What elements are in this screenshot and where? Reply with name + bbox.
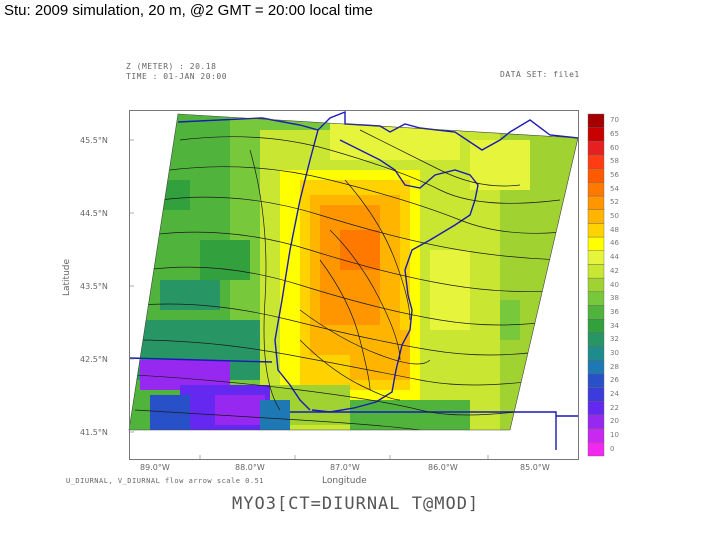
colorbar-label: 34 (610, 321, 619, 330)
lat-tick-4: 42.5°N (80, 355, 108, 364)
colorbar-label: 24 (610, 389, 619, 398)
colorbar-label: 42 (610, 266, 619, 275)
streamlines (134, 129, 578, 430)
colorbar-swatch (587, 209, 605, 224)
slide-title: Stu: 2009 simulation, 20 m, @2 GMT = 20:… (4, 2, 373, 19)
colorbar-label: 52 (610, 198, 619, 207)
colorbar-swatch (587, 346, 605, 361)
coastline (128, 110, 579, 450)
colorbar-label: 10 (610, 430, 619, 439)
colorbar-swatch (587, 277, 605, 293)
colorbar-label: 20 (610, 417, 619, 426)
lat-tick-2: 44.5°N (80, 209, 108, 218)
colorbar-swatch (587, 168, 605, 183)
colorbar-swatch (587, 305, 605, 320)
colorbar-swatch (587, 113, 605, 128)
colorbar-swatch (587, 250, 605, 265)
lon-tick-4: 86.0°W (428, 463, 458, 472)
x-axis-title: Longitude (322, 476, 367, 486)
colorbar-label: 30 (610, 348, 619, 357)
colorbar-swatch (587, 264, 605, 279)
colorbar-swatch (587, 182, 605, 197)
colorbar-label: 56 (610, 171, 619, 180)
colorbar-swatch (587, 332, 605, 347)
colorbar-label: 28 (610, 362, 619, 371)
header-time: TIME : 01-JAN 20:00 (126, 72, 228, 81)
colorbar-label: 50 (610, 212, 619, 221)
colorbar-label: 54 (610, 184, 619, 193)
colorbar (587, 113, 605, 457)
colorbar-label: 22 (610, 403, 619, 412)
colorbar-label: 44 (610, 253, 619, 262)
colorbar-swatch (587, 291, 605, 306)
lon-tick-5: 85.0°W (520, 463, 550, 472)
footer-title: MYO3[CT=DIURNAL T@MOD] (232, 494, 480, 514)
colorbar-swatch (587, 387, 605, 402)
colorbar-label: 38 (610, 294, 619, 303)
lat-tick-5: 41.5°N (80, 428, 108, 437)
colorbar-swatch (587, 141, 605, 156)
colorbar-label: 26 (610, 376, 619, 385)
colorbar-swatch (587, 319, 605, 334)
colorbar-swatch (587, 236, 605, 251)
colorbar-label: 60 (610, 143, 619, 152)
colorbar-swatch (587, 428, 605, 443)
colorbar-label: 65 (610, 130, 619, 139)
colorbar-label: 46 (610, 239, 619, 248)
lon-tick-3: 87.0°W (330, 463, 360, 472)
header-level: Z (METER) : 20.18 (126, 62, 217, 71)
lon-tick-2: 88.0°W (235, 463, 265, 472)
colorbar-label: 36 (610, 307, 619, 316)
colorbar-swatch (587, 442, 605, 457)
colorbar-label: 40 (610, 280, 619, 289)
colorbar-swatch (587, 154, 605, 169)
colorbar-swatch (587, 360, 605, 375)
colorbar-swatch (587, 195, 605, 210)
footnote: U_DIURNAL, V_DIURNAL flow arrow scale 0.… (66, 477, 265, 485)
colorbar-label: 58 (610, 157, 619, 166)
colorbar-label: 32 (610, 335, 619, 344)
colorbar-swatch (587, 223, 605, 238)
lat-tick-3: 43.5°N (80, 282, 108, 291)
colorbar-swatch (587, 373, 605, 388)
plot-frame (129, 110, 579, 460)
colorbar-swatch (587, 414, 605, 429)
colorbar-swatch (587, 401, 605, 416)
colorbar-label: 0 (610, 444, 615, 453)
colorbar-label: 70 (610, 116, 619, 125)
colorbar-swatch (587, 127, 605, 142)
lat-tick-1: 45.5°N (80, 136, 108, 145)
y-axis-title: Latitude (62, 258, 72, 296)
colorbar-label: 48 (610, 225, 619, 234)
lon-tick-1: 89.0°W (140, 463, 170, 472)
dataset-label: DATA SET: file1 (500, 70, 580, 79)
